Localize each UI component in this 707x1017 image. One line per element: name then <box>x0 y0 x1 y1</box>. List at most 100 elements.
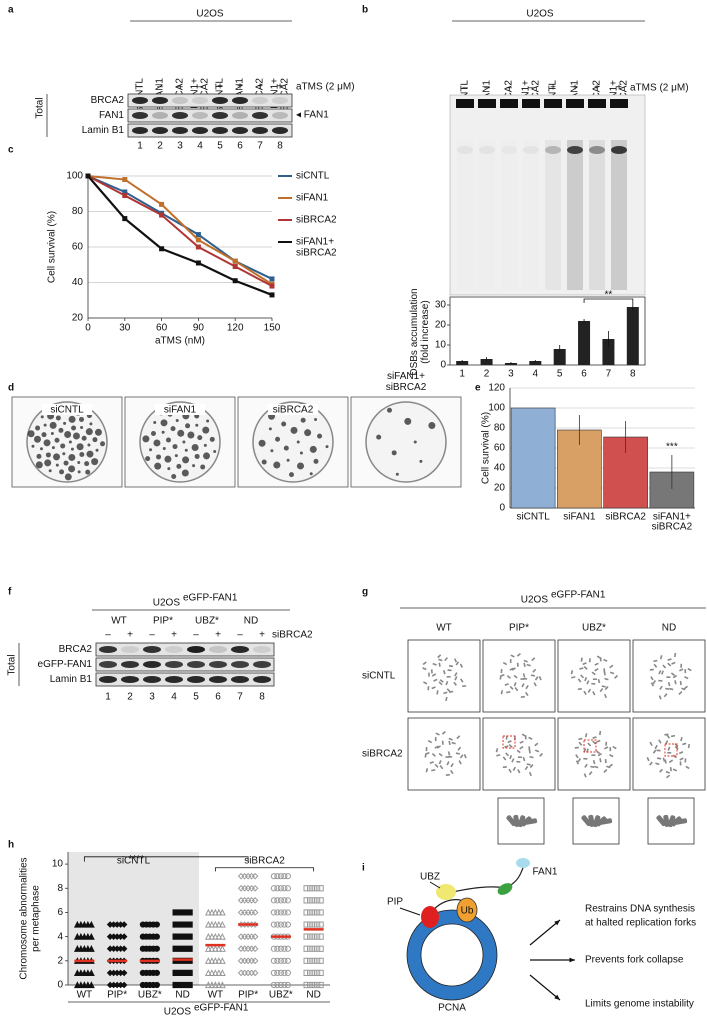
colony <box>197 435 203 441</box>
chromosome <box>594 662 599 666</box>
micrograph <box>632 639 706 713</box>
dot-row <box>237 897 259 904</box>
colony <box>50 432 54 436</box>
chromosome <box>512 766 517 771</box>
colony <box>419 459 423 463</box>
column-label: PIP* <box>509 623 529 634</box>
chromosome <box>438 658 443 662</box>
x-tick-label: ND <box>175 990 189 1001</box>
annotation: **** <box>128 854 144 865</box>
chromosome <box>459 754 464 759</box>
chromosome <box>445 756 450 758</box>
dot-row <box>139 981 160 989</box>
dot-row <box>139 969 160 976</box>
domain-label: Ub <box>461 906 474 917</box>
colony <box>290 426 298 434</box>
colony <box>153 420 157 424</box>
domain-label: PIP <box>387 897 403 908</box>
dot-row <box>139 921 160 928</box>
marker <box>195 244 201 250</box>
lane-number: 8 <box>277 141 283 152</box>
x-tick-label: siFAN1 <box>563 512 596 523</box>
blot-strip <box>127 93 293 108</box>
pointer <box>399 881 441 916</box>
lane-number: 1 <box>137 141 143 152</box>
blot-strip <box>127 108 293 123</box>
chromosome <box>436 690 439 695</box>
panel-label: d <box>8 383 14 394</box>
chromosome <box>665 740 669 745</box>
treatment: + <box>171 630 177 641</box>
colony <box>150 431 156 437</box>
gel-band <box>567 146 583 154</box>
band <box>121 661 139 668</box>
colony <box>174 454 178 458</box>
chromosome <box>680 663 683 668</box>
treatment: + <box>594 83 600 94</box>
chromosome <box>581 815 592 827</box>
y-tick-label: 20 <box>72 313 84 324</box>
chromosome <box>447 751 451 756</box>
band <box>231 676 249 683</box>
chromosome <box>614 674 619 679</box>
dot-row <box>172 945 193 952</box>
band <box>143 676 161 683</box>
chromosome <box>528 746 531 751</box>
chromosome <box>603 769 608 773</box>
dot-row <box>204 908 226 916</box>
gel-well <box>588 99 606 108</box>
gel-well <box>500 99 518 108</box>
dot-row <box>270 957 291 964</box>
band <box>152 97 168 104</box>
colony <box>258 439 266 447</box>
chromosome <box>522 673 526 678</box>
dot-row <box>237 945 259 953</box>
chromosome <box>666 676 671 678</box>
chromosome <box>457 746 462 751</box>
band <box>192 97 208 104</box>
chromosome <box>513 682 517 687</box>
legend-label: siBRCA2 <box>296 215 337 226</box>
chromosome <box>594 668 599 672</box>
chromosome <box>659 768 664 773</box>
colony <box>44 459 52 467</box>
chromosome <box>434 745 439 749</box>
chromosome <box>609 671 615 675</box>
micrograph <box>407 717 481 791</box>
arrow-head <box>554 920 560 926</box>
dot-row <box>303 933 324 940</box>
chromosome <box>583 757 588 760</box>
colony <box>70 447 74 451</box>
colony <box>58 427 64 433</box>
chromosome <box>604 758 607 764</box>
chromosome <box>429 761 434 764</box>
colony <box>314 418 318 422</box>
band <box>253 646 271 653</box>
chromosome <box>670 734 676 738</box>
chromosome <box>597 752 602 757</box>
colony <box>100 441 106 447</box>
chromosome <box>680 737 683 742</box>
chromosome <box>659 685 663 690</box>
chromosome <box>612 745 617 750</box>
colony <box>63 460 69 466</box>
chromosome <box>526 663 531 667</box>
chromosome <box>425 747 428 752</box>
gel-band <box>501 146 517 154</box>
chromosome <box>603 658 608 662</box>
colony <box>64 473 72 481</box>
colony <box>84 461 90 467</box>
row-label: BRCA2 <box>91 95 125 106</box>
chromosome <box>516 749 521 754</box>
chromosome <box>505 735 508 740</box>
colony <box>153 439 161 447</box>
gel-smear <box>479 140 495 290</box>
colony <box>304 429 312 437</box>
micrograph <box>407 639 481 713</box>
chromosome <box>448 664 454 668</box>
domain-label: UBZ <box>420 872 440 883</box>
band <box>231 661 249 668</box>
chromosome <box>454 676 458 681</box>
treatment-label: siBRCA2 <box>272 630 313 641</box>
chromosome <box>577 758 582 763</box>
